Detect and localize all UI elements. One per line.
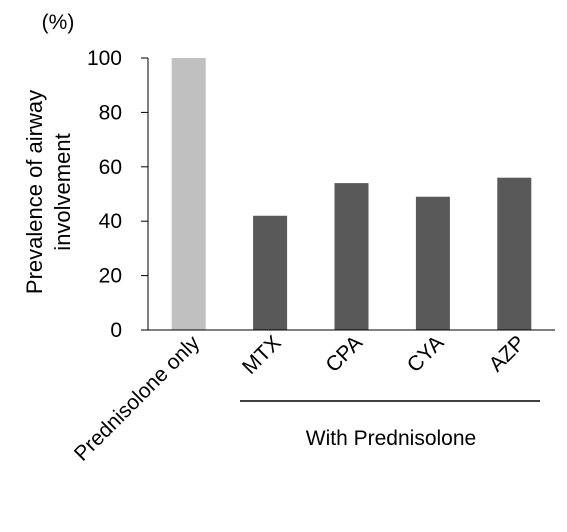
y-tick-label: 60	[99, 156, 122, 179]
unit-label: (%)	[42, 11, 75, 34]
bar-azp	[497, 177, 532, 330]
x-category-label: MTX	[238, 331, 286, 379]
bar-cya	[415, 196, 450, 330]
x-category-label: AZP	[485, 331, 530, 376]
y-tick-label: 0	[110, 319, 122, 342]
y-tick-label: 80	[99, 101, 122, 124]
x-category-label: CPA	[321, 331, 367, 377]
y-tick-label: 20	[99, 265, 122, 288]
y-axis-title-line1: Prevalence of airway	[22, 90, 47, 294]
group-label: With Prednisolone	[306, 427, 476, 450]
y-axis-title-line2: involvement	[50, 133, 75, 250]
y-axis-ticks: 0 20 40 60 80 100	[87, 47, 148, 342]
bar-mtx	[253, 215, 288, 330]
bars	[171, 58, 532, 330]
x-category-label: CYA	[403, 331, 449, 377]
bar-prednisolone-only	[171, 58, 206, 330]
y-tick-label: 40	[99, 210, 122, 233]
bar-cpa	[334, 183, 369, 330]
y-tick-label: 100	[87, 47, 122, 70]
x-category-label: Prednisolone only	[70, 331, 205, 466]
